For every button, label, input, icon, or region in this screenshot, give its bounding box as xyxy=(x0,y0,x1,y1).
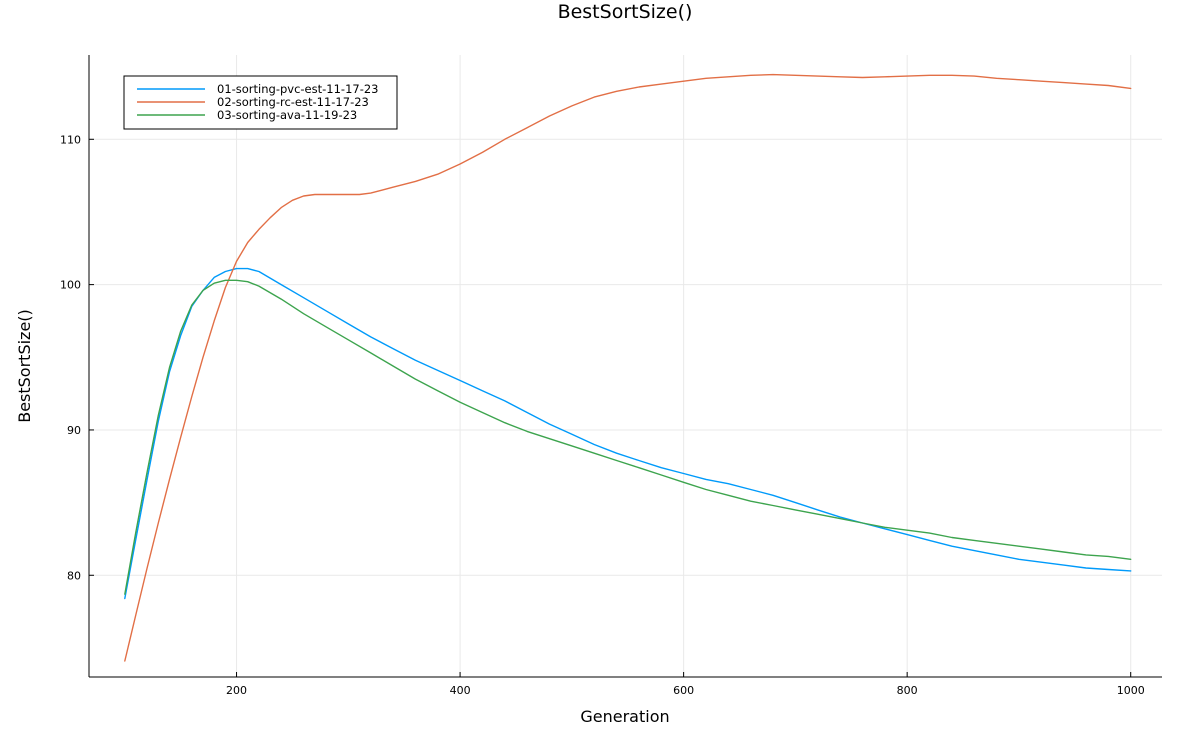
legend: 01-sorting-pvc-est-11-17-2302-sorting-rc… xyxy=(123,75,398,130)
axes xyxy=(88,55,1162,678)
legend-label: 03-sorting-ava-11-19-23 xyxy=(217,108,357,122)
x-tick-label: 800 xyxy=(897,684,918,697)
legend-label: 02-sorting-rc-est-11-17-23 xyxy=(217,95,369,109)
series-line-1 xyxy=(124,267,1132,600)
grid-lines xyxy=(89,55,1162,677)
x-tick-label: 200 xyxy=(226,684,247,697)
ticks: 200 400 600 800 1000 80 90 100 110 xyxy=(60,133,1145,697)
series-line-3 xyxy=(124,279,1132,595)
series-lines xyxy=(124,73,1132,662)
legend-label: 01-sorting-pvc-est-11-17-23 xyxy=(217,82,378,96)
y-axis-label: BestSortSize() xyxy=(15,309,34,423)
x-tick-label: 600 xyxy=(673,684,694,697)
y-tick-label: 100 xyxy=(60,279,81,292)
x-axis-label: Generation xyxy=(580,707,669,726)
y-tick-label: 80 xyxy=(67,569,81,582)
series-line-2 xyxy=(124,73,1132,662)
x-tick-label: 400 xyxy=(450,684,471,697)
y-tick-label: 110 xyxy=(60,133,81,146)
x-tick-label: 1000 xyxy=(1117,684,1145,697)
y-tick-label: 90 xyxy=(67,424,81,437)
chart-title: BestSortSize() xyxy=(558,1,693,23)
